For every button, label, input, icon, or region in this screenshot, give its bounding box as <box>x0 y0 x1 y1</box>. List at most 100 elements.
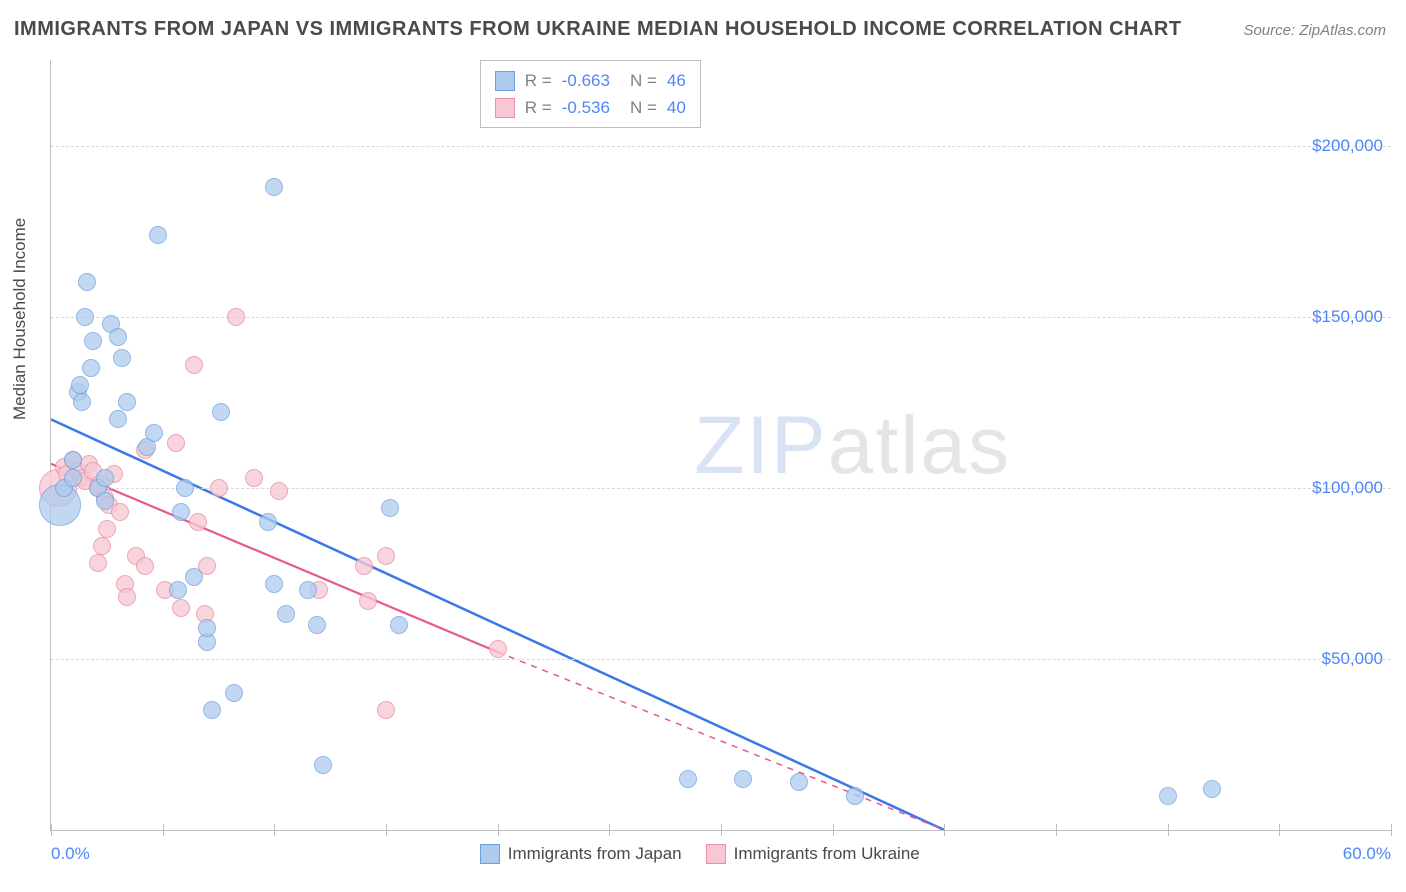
x-axis-min-label: 0.0% <box>51 844 90 864</box>
chart-title: IMMIGRANTS FROM JAPAN VS IMMIGRANTS FROM… <box>14 18 1182 41</box>
point-japan <box>145 424 163 442</box>
correlation-legend: R = -0.663 N = 46 R = -0.536 N = 40 <box>480 60 701 128</box>
gridline <box>51 488 1391 489</box>
y-tick-label: $50,000 <box>1322 649 1383 669</box>
x-tick <box>609 824 610 836</box>
point-japan <box>790 773 808 791</box>
point-japan <box>96 492 114 510</box>
legend-item-japan: Immigrants from Japan <box>480 844 682 864</box>
point-japan <box>314 756 332 774</box>
point-japan <box>265 575 283 593</box>
x-tick <box>386 824 387 836</box>
x-tick <box>1168 824 1169 836</box>
gridline <box>51 146 1391 147</box>
swatch-ukraine <box>706 844 726 864</box>
point-japan <box>212 403 230 421</box>
point-japan <box>118 393 136 411</box>
point-japan <box>172 503 190 521</box>
point-ukraine <box>227 308 245 326</box>
x-tick <box>1056 824 1057 836</box>
source-label: Source: ZipAtlas.com <box>1243 22 1386 39</box>
point-japan <box>679 770 697 788</box>
point-japan <box>113 349 131 367</box>
legend-japan-name: Immigrants from Japan <box>508 844 682 864</box>
point-ukraine <box>136 557 154 575</box>
trend-lines <box>51 60 1391 830</box>
point-japan <box>734 770 752 788</box>
x-tick <box>833 824 834 836</box>
point-ukraine <box>167 434 185 452</box>
point-japan <box>78 273 96 291</box>
point-ukraine <box>98 520 116 538</box>
point-ukraine <box>359 592 377 610</box>
point-japan <box>846 787 864 805</box>
point-japan <box>203 701 221 719</box>
point-japan <box>96 469 114 487</box>
legend-R-label: R = <box>525 94 552 121</box>
point-japan <box>84 332 102 350</box>
y-tick-label: $150,000 <box>1312 307 1383 327</box>
series-legend: Immigrants from Japan Immigrants from Uk… <box>480 844 920 864</box>
point-japan <box>149 226 167 244</box>
x-axis-max-label: 60.0% <box>1343 844 1391 864</box>
point-japan <box>299 581 317 599</box>
watermark-atlas: atlas <box>828 400 1011 491</box>
point-japan <box>1203 780 1221 798</box>
plot-area: 0.0% 60.0% R = -0.663 N = 46 R = -0.536 … <box>50 60 1391 831</box>
point-japan <box>76 308 94 326</box>
x-tick <box>51 824 52 836</box>
legend-row-ukraine: R = -0.536 N = 40 <box>495 94 686 121</box>
point-japan <box>64 451 82 469</box>
y-tick-label: $100,000 <box>1312 478 1383 498</box>
y-axis-label: Median Household Income <box>10 218 30 420</box>
x-tick <box>163 824 164 836</box>
point-ukraine <box>489 640 507 658</box>
legend-ukraine-N: 40 <box>667 94 686 121</box>
point-japan <box>308 616 326 634</box>
point-japan <box>198 619 216 637</box>
point-ukraine <box>118 588 136 606</box>
point-ukraine <box>245 469 263 487</box>
x-tick <box>1279 824 1280 836</box>
watermark-zip: ZIP <box>694 400 828 491</box>
swatch-japan <box>495 71 515 91</box>
point-japan <box>176 479 194 497</box>
x-tick <box>274 824 275 836</box>
point-ukraine <box>377 701 395 719</box>
x-tick <box>944 824 945 836</box>
legend-item-ukraine: Immigrants from Ukraine <box>706 844 920 864</box>
y-tick-label: $200,000 <box>1312 136 1383 156</box>
point-ukraine <box>89 554 107 572</box>
point-ukraine <box>111 503 129 521</box>
legend-japan-N: 46 <box>667 67 686 94</box>
point-ukraine <box>185 356 203 374</box>
watermark: ZIPatlas <box>694 399 1011 493</box>
point-japan <box>71 376 89 394</box>
point-ukraine <box>172 599 190 617</box>
gridline <box>51 317 1391 318</box>
point-japan <box>64 469 82 487</box>
point-japan <box>265 178 283 196</box>
point-ukraine <box>355 557 373 575</box>
x-tick <box>498 824 499 836</box>
legend-N-label: N = <box>630 67 657 94</box>
legend-row-japan: R = -0.663 N = 46 <box>495 67 686 94</box>
point-japan <box>73 393 91 411</box>
point-japan <box>259 513 277 531</box>
point-japan <box>1159 787 1177 805</box>
point-ukraine <box>377 547 395 565</box>
legend-ukraine-R: -0.536 <box>562 94 610 121</box>
legend-japan-R: -0.663 <box>562 67 610 94</box>
legend-ukraine-name: Immigrants from Ukraine <box>734 844 920 864</box>
x-tick <box>1391 824 1392 836</box>
point-japan <box>109 328 127 346</box>
x-tick <box>721 824 722 836</box>
point-japan <box>390 616 408 634</box>
point-ukraine <box>189 513 207 531</box>
point-ukraine <box>93 537 111 555</box>
point-japan <box>185 568 203 586</box>
point-ukraine <box>210 479 228 497</box>
swatch-ukraine <box>495 98 515 118</box>
gridline <box>51 659 1391 660</box>
legend-R-label: R = <box>525 67 552 94</box>
